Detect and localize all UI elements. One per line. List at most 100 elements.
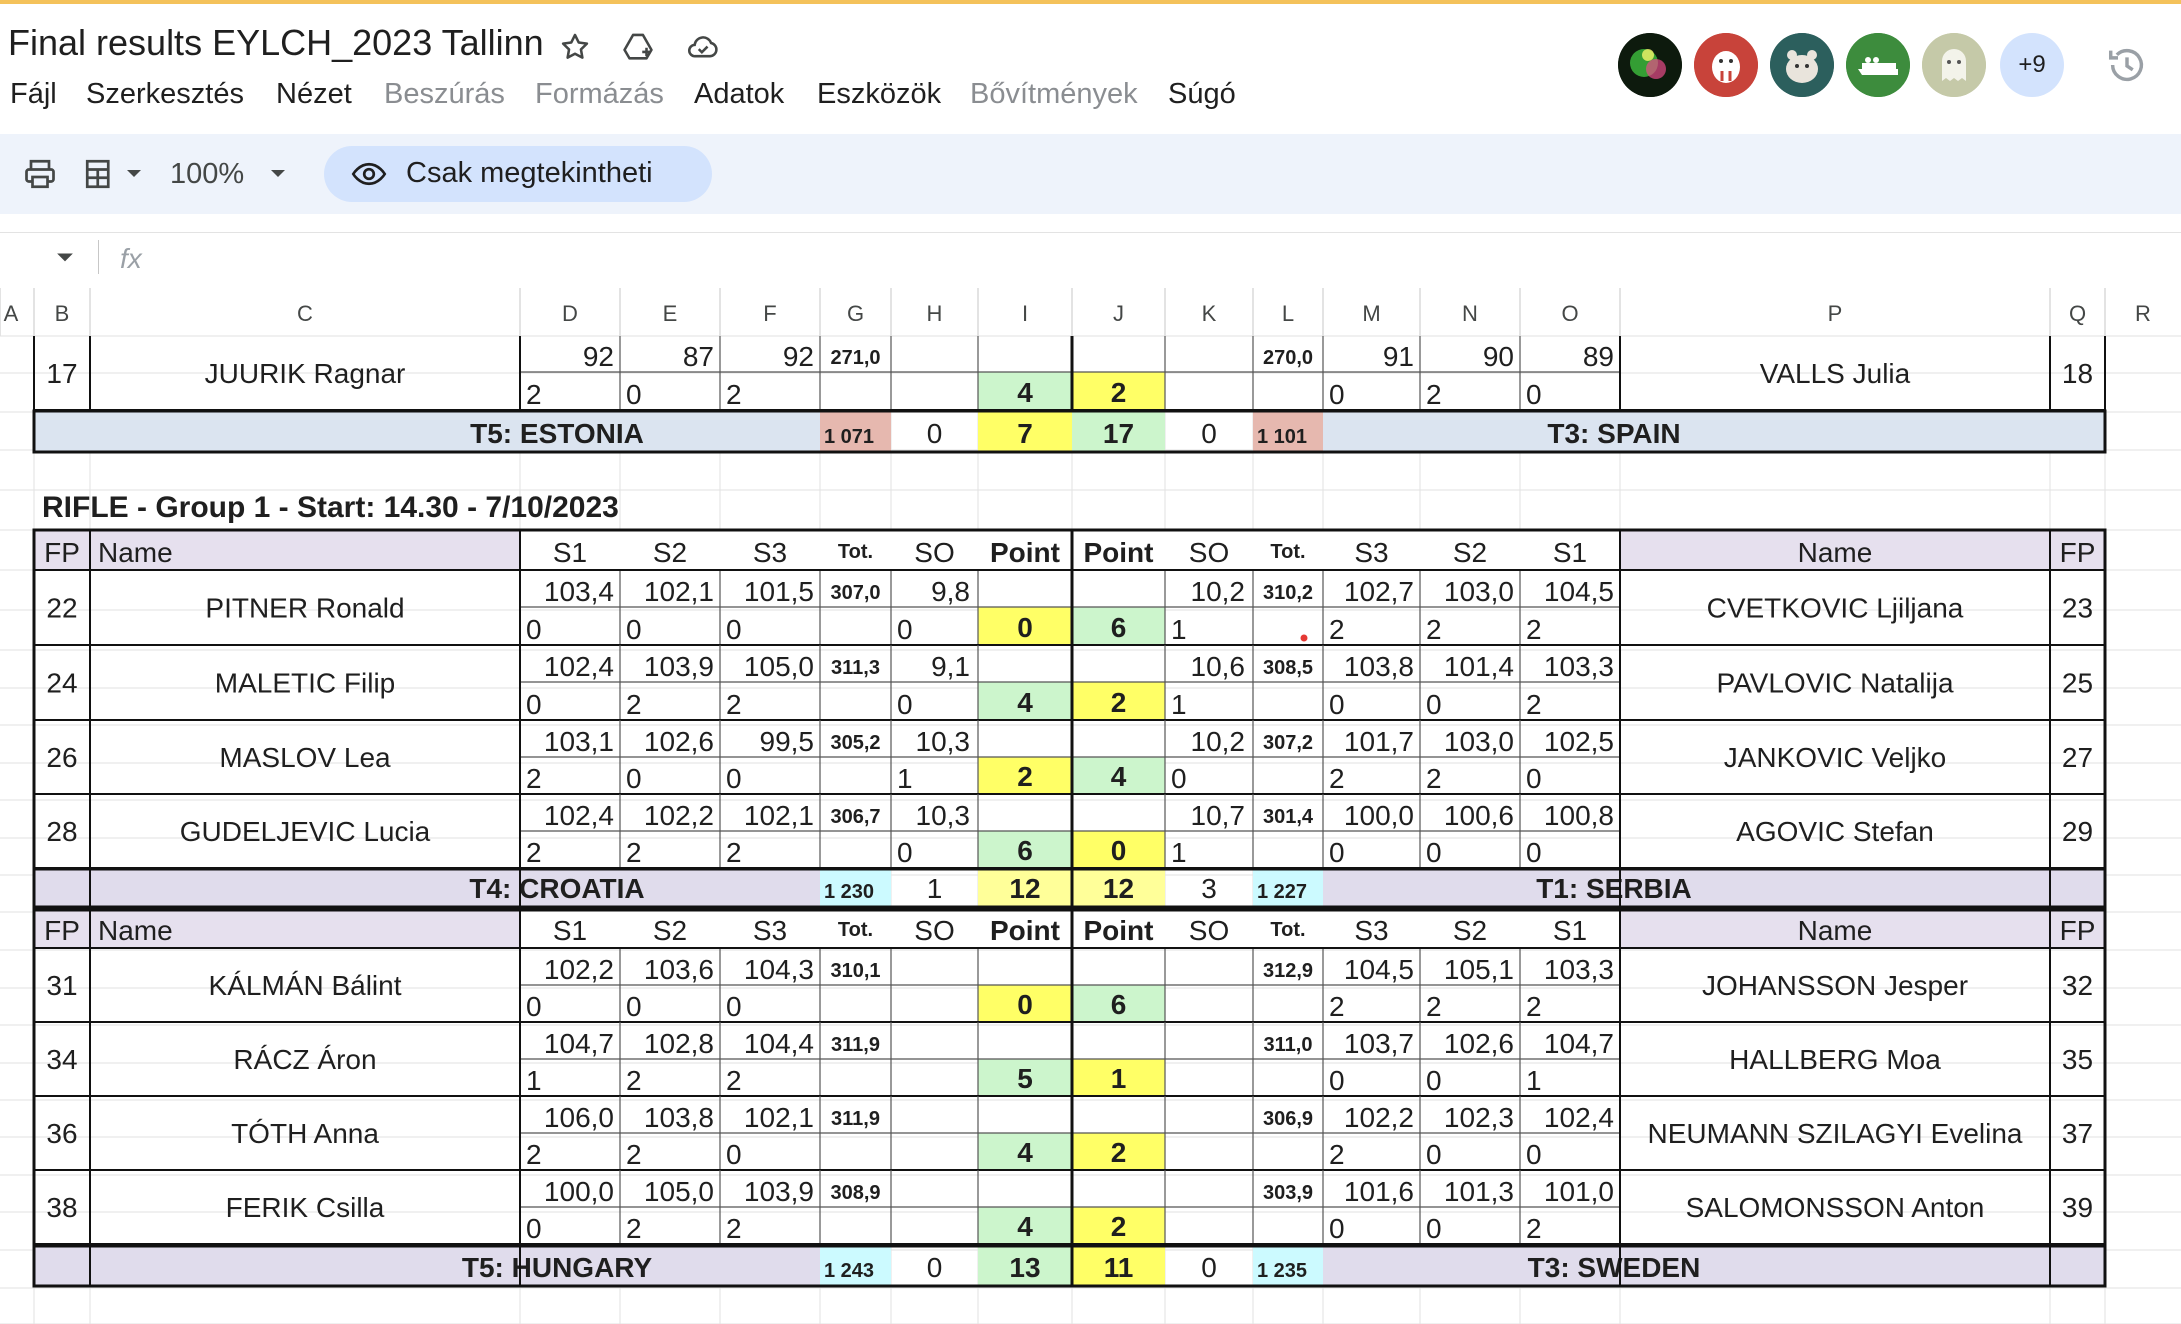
column-header[interactable]: B	[55, 301, 70, 326]
document-title[interactable]: Final results EYLCH_2023 Tallinn	[8, 22, 544, 63]
column-header[interactable]: E	[663, 301, 678, 326]
team-total: 1 235	[1257, 1260, 1307, 1282]
team-total-cell	[820, 1246, 891, 1286]
menu-view[interactable]: Nézet	[276, 78, 352, 110]
firing-point: 38	[46, 1192, 77, 1223]
total-score: 271,0	[830, 347, 880, 369]
series-point: 0	[1426, 837, 1442, 868]
menu-insert[interactable]: Beszúrás	[384, 78, 505, 110]
match-point: 4	[1111, 761, 1127, 792]
column-header[interactable]: L	[1282, 301, 1294, 326]
series-score: 102,5	[1544, 726, 1614, 757]
header-name-cell	[1620, 910, 2050, 948]
team-points: 13	[1009, 1252, 1040, 1283]
header-s1: S1	[1553, 537, 1587, 568]
column-header[interactable]: D	[562, 301, 578, 326]
team-points: 12	[1009, 873, 1040, 904]
series-score: 91	[1383, 341, 1414, 372]
move-to-drive-icon[interactable]	[621, 30, 655, 64]
series-score: 106,0	[544, 1102, 614, 1133]
team-shoot-off: 0	[1201, 418, 1217, 449]
menu-file[interactable]: Fájl	[10, 78, 57, 110]
point-cell	[978, 682, 1072, 720]
column-header[interactable]: A	[4, 301, 19, 326]
chevron-down-icon[interactable]	[270, 168, 286, 180]
avatar[interactable]	[1618, 33, 1682, 97]
series-point: 2	[1329, 1139, 1345, 1170]
header-name: Name	[1798, 537, 1873, 568]
view-only-mode-button[interactable]	[324, 146, 712, 202]
series-score: 102,1	[644, 576, 714, 607]
series-point: 2	[1426, 614, 1442, 645]
column-header[interactable]: Q	[2069, 301, 2086, 326]
series-score: 103,9	[644, 651, 714, 682]
column-header[interactable]: F	[763, 301, 776, 326]
team-band-right	[1323, 1246, 2105, 1286]
print-icon[interactable]	[22, 156, 58, 192]
series-score: 92	[583, 341, 614, 372]
series-point: 1	[526, 1065, 542, 1096]
match-point: 2	[1111, 377, 1127, 408]
team-band-left	[34, 869, 820, 907]
paint-format-icon[interactable]	[82, 156, 118, 192]
header-so: SO	[914, 915, 954, 946]
series-point: 0	[1426, 1139, 1442, 1170]
team-shoot-off: 0	[1201, 1252, 1217, 1283]
avatar[interactable]	[1922, 33, 1986, 97]
point-cell	[978, 831, 1072, 868]
column-header[interactable]: R	[2135, 301, 2151, 326]
column-header[interactable]: N	[1462, 301, 1478, 326]
cloud-saved-icon[interactable]	[686, 30, 720, 64]
series-score: 90	[1483, 341, 1514, 372]
menu-tools[interactable]: Eszközök	[817, 78, 942, 110]
star-icon[interactable]	[558, 30, 592, 64]
column-header[interactable]: G	[847, 301, 864, 326]
header-point: Point	[990, 915, 1060, 946]
shoot-off-point: 1	[1171, 689, 1187, 720]
zoom-select[interactable]: 100%	[170, 158, 245, 190]
more-collaborators-button[interactable]: +9	[2000, 33, 2064, 97]
menu-format[interactable]: Formázás	[535, 78, 664, 110]
team-band-right	[1323, 869, 2105, 907]
series-point: 0	[526, 991, 542, 1022]
header-s1: S1	[1553, 915, 1587, 946]
menu-help[interactable]: Súgó	[1168, 78, 1236, 110]
menu-edit[interactable]: Szerkesztés	[86, 78, 244, 110]
header-fp: FP	[44, 537, 80, 568]
team-shoot-off: 0	[927, 1252, 943, 1283]
avatar[interactable]	[1846, 33, 1910, 97]
series-score: 99,5	[760, 726, 815, 757]
series-score: 102,6	[1444, 1028, 1514, 1059]
name-box-dropdown-icon[interactable]	[56, 252, 74, 264]
avatar[interactable]	[1694, 33, 1758, 97]
series-score: 101,7	[1344, 726, 1414, 757]
athlete-name: VALLS Julia	[1760, 358, 1911, 389]
chevron-down-icon[interactable]	[126, 168, 142, 180]
series-point: 0	[726, 1139, 742, 1170]
menu-extensions[interactable]: Bővítmények	[970, 78, 1138, 110]
header-tot: Tot.	[1270, 919, 1305, 941]
column-header[interactable]: H	[927, 301, 943, 326]
column-header[interactable]: O	[1561, 301, 1578, 326]
total-score: 307,0	[830, 582, 880, 604]
team-name: T3: SWEDEN	[1528, 1252, 1701, 1283]
series-point: 2	[726, 1213, 742, 1244]
spreadsheet-grid[interactable]: A B C D E F G H I J K L M N O P Q R 17 JUURIK Ragnar 92 2 87 0 9…	[0, 288, 2181, 1324]
column-header[interactable]: P	[1828, 301, 1843, 326]
avatar[interactable]	[1770, 33, 1834, 97]
column-header[interactable]: I	[1022, 301, 1028, 326]
series-score: 105,0	[644, 1176, 714, 1207]
header-name-cell	[1620, 530, 2050, 570]
team-total: 1 227	[1257, 881, 1307, 903]
series-point: 0	[1426, 1213, 1442, 1244]
match-point: 2	[1111, 687, 1127, 718]
column-header[interactable]: M	[1362, 301, 1380, 326]
column-header[interactable]: C	[297, 301, 313, 326]
team-total-cell	[1253, 1246, 1323, 1286]
column-header[interactable]: K	[1202, 301, 1217, 326]
menu-data[interactable]: Adatok	[694, 78, 785, 110]
column-header[interactable]: J	[1113, 301, 1124, 326]
version-history-icon[interactable]	[2104, 42, 2150, 88]
point-cell	[1072, 1207, 1165, 1244]
firing-point: 36	[46, 1118, 77, 1149]
